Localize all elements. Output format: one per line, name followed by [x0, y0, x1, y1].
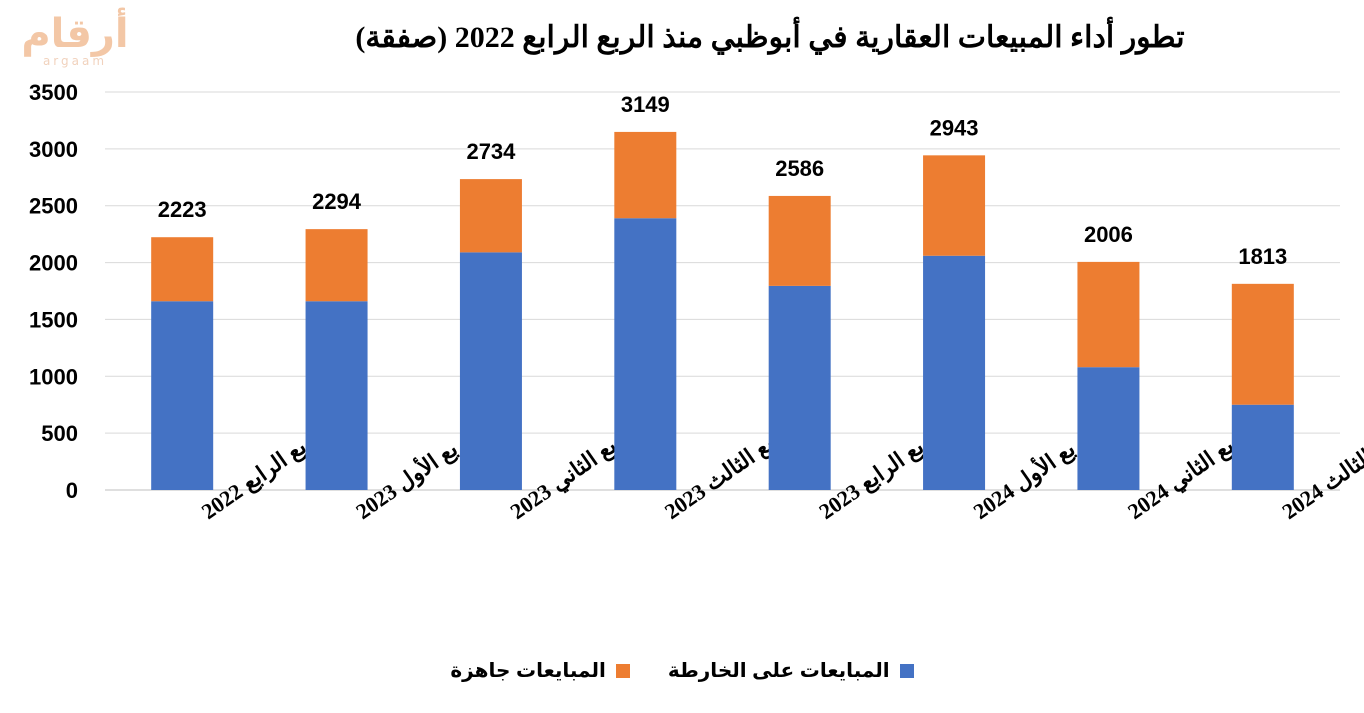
y-tick-label: 1000: [29, 364, 78, 389]
legend-swatch-ready: [615, 663, 630, 678]
legend-label-offplan: المبايعات على الخارطة: [667, 660, 890, 682]
bar-segment-ready: [1077, 261, 1140, 368]
data-label-total: 2943: [930, 115, 979, 140]
legend-swatch-offplan: [899, 663, 914, 678]
data-label-total: 2734: [466, 139, 516, 164]
legend-item-offplan: المبايعات على الخارطة: [668, 658, 914, 683]
y-tick-label: 1500: [29, 307, 78, 332]
data-label-total: 1813: [1238, 244, 1287, 269]
y-tick-label: 500: [41, 421, 78, 446]
data-label-total: 3149: [621, 92, 670, 117]
data-label-total: 2586: [775, 156, 824, 181]
bar-segment-ready: [768, 195, 831, 286]
bar-segment-offplan: [459, 252, 522, 490]
y-tick-label: 3500: [29, 80, 78, 105]
y-tick-label: 2500: [29, 194, 78, 219]
data-label-total: 2223: [158, 197, 207, 222]
bar-segment-offplan: [1077, 367, 1140, 490]
y-tick-label: 3000: [29, 137, 78, 162]
data-label-total: 2006: [1084, 222, 1133, 247]
argaam-logo: أرقام argaam: [10, 14, 140, 74]
data-label-total: 2294: [312, 189, 362, 214]
bar-segment-ready: [1231, 283, 1294, 405]
legend-label-ready: المبايعات جاهزة: [450, 660, 606, 682]
bar-segment-ready: [305, 229, 368, 302]
chart-legend: المبايعات على الخارطة المبايعات جاهزة: [0, 658, 1364, 683]
y-tick-label: 0: [66, 478, 78, 503]
legend-item-ready: المبايعات جاهزة: [450, 658, 630, 683]
bar-segment-offplan: [305, 301, 368, 490]
bar-segment-ready: [923, 155, 986, 256]
bar-segment-offplan: [614, 218, 677, 491]
chart-title: تطور أداء المبيعات العقارية في أبوظبي من…: [355, 21, 1185, 54]
logo-arabic-text: أرقام: [21, 11, 129, 57]
bar-segment-ready: [151, 237, 214, 302]
bar-segment-offplan: [1231, 404, 1294, 490]
bar-segment-offplan: [151, 301, 214, 490]
bar-segment-offplan: [923, 255, 986, 490]
bar-segment-offplan: [768, 285, 831, 490]
y-tick-label: 2000: [29, 251, 78, 276]
bar-segment-ready: [614, 131, 677, 219]
bar-segment-ready: [459, 179, 522, 253]
logo-latin-text: argaam: [42, 54, 108, 68]
